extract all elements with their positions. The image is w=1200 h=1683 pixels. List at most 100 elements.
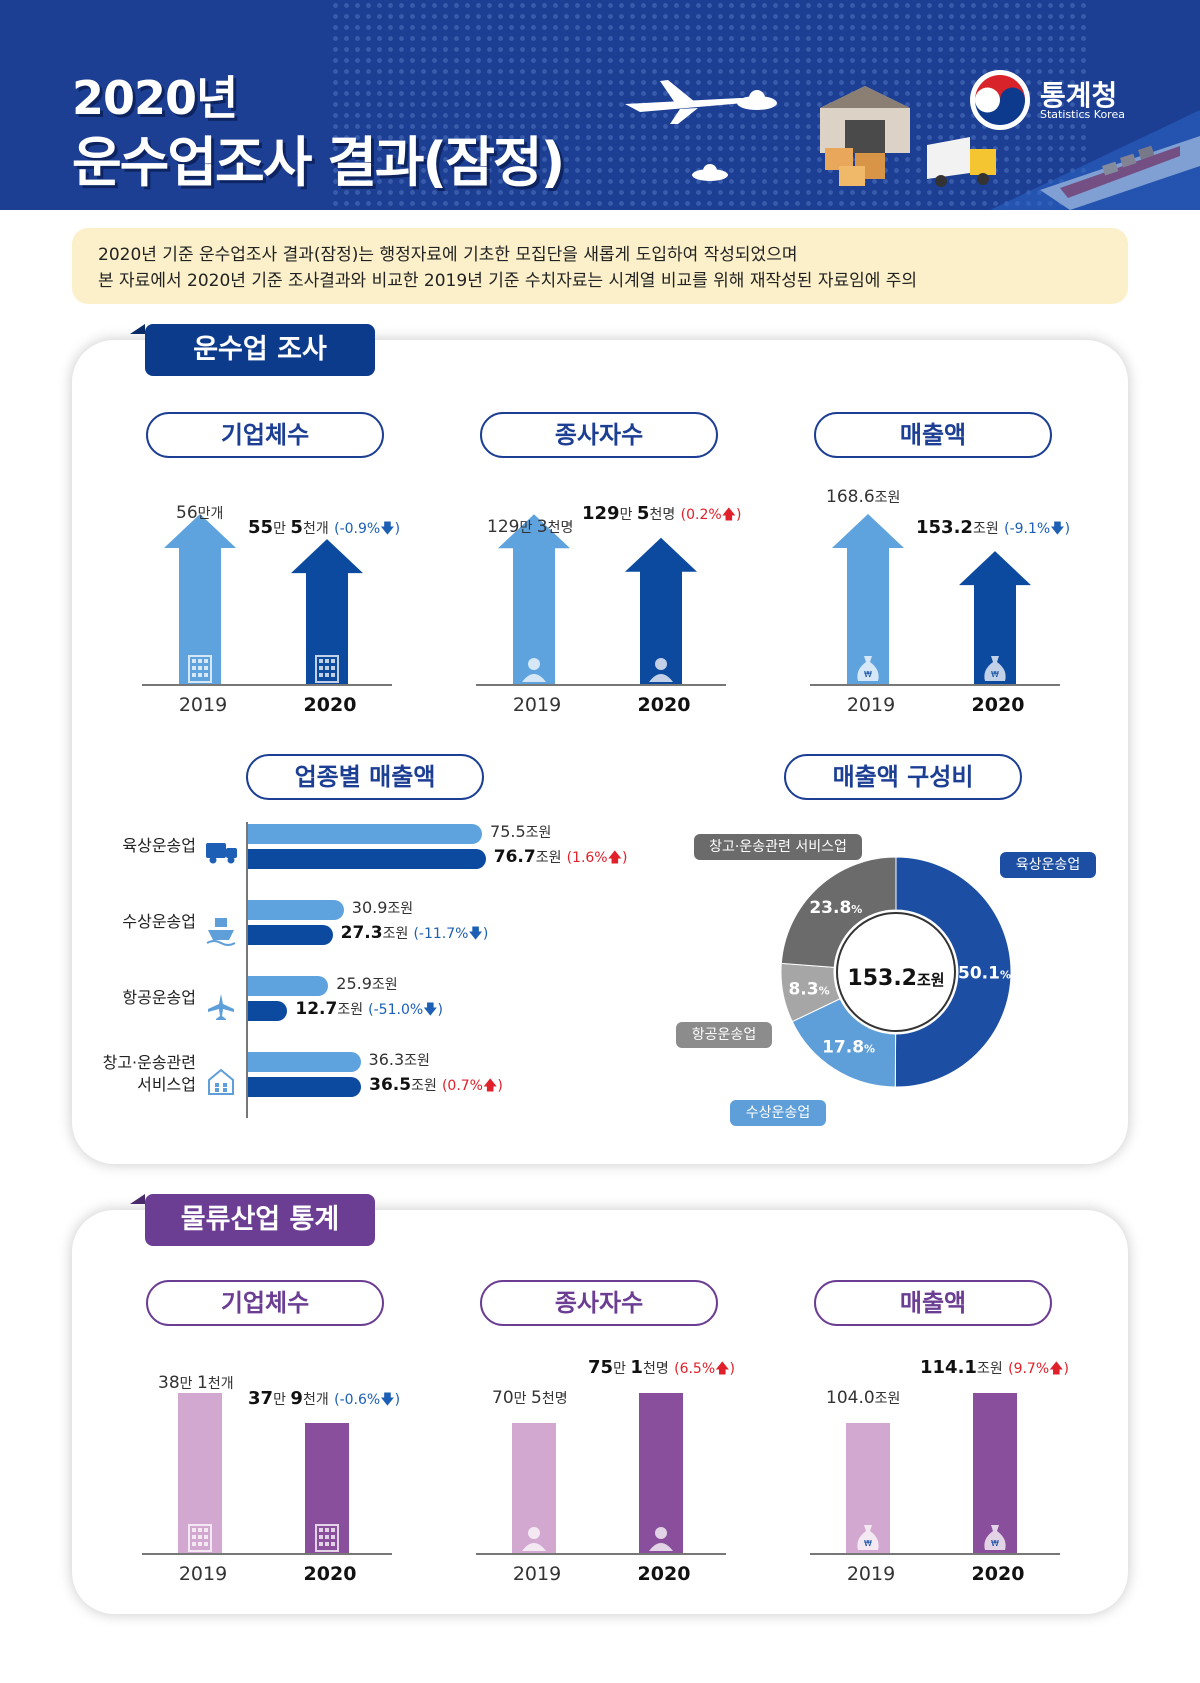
pill-employees: 종사자수 [480, 1280, 718, 1326]
truck-icon [206, 843, 237, 864]
donut-slice [894, 856, 1012, 1088]
year-label: 2020 [303, 694, 357, 716]
value-label: 104.0조원 [826, 1388, 901, 1408]
arrow-bar [832, 514, 904, 684]
slice-callout: 수상운송업 [730, 1100, 826, 1126]
axis-baseline [476, 1553, 726, 1555]
header-banner: 2020년 운수업조사 결과(잠정) 통계청 Statistics Korea [0, 0, 1200, 210]
year-label: 2020 [971, 694, 1025, 716]
notice-box: 2020년 기준 운수업조사 결과(잠정)는 행정자료에 기초한 모집단을 새롭… [72, 228, 1128, 304]
bar [639, 1393, 683, 1553]
hbar-axis [246, 822, 248, 1118]
sea-icon [990, 110, 1200, 210]
value-label: 168.6조원 [826, 487, 901, 507]
government-logo-icon [970, 70, 1030, 130]
value-label: 75만 1천명 (6.5%🡅) [588, 1357, 735, 1378]
page-title-year: 2020년 [72, 71, 238, 125]
arrow-bar [291, 539, 363, 684]
airplane-icon [208, 994, 234, 1020]
value-label: 129만 5천명 (0.2%🡅) [582, 503, 742, 524]
arrow-bar [625, 537, 697, 684]
slice-value-label: 50.1% [958, 963, 1011, 983]
slice-callout: 항공운송업 [676, 1022, 772, 1048]
money-bag-icon: ₩ [857, 1525, 879, 1550]
warehouse-icon [820, 86, 910, 186]
axis-baseline [810, 684, 1060, 686]
truck-icon [927, 137, 996, 187]
year-label: 2020 [637, 1563, 691, 1585]
building-icon [315, 655, 339, 683]
pill-sales-by-industry: 업종별 매출액 [246, 754, 484, 800]
cloud-icon [737, 90, 777, 110]
svg-text:₩: ₩ [991, 1539, 999, 1548]
slice-callout: 창고·운송관련 서비스업 [694, 834, 862, 860]
pill-sales: 매출액 [814, 1280, 1052, 1326]
axis-baseline [810, 1553, 1060, 1555]
logistics-tab-label: 물류산업 통계 [180, 1204, 340, 1235]
survey-tab: 운수업 조사 [145, 324, 375, 376]
bar [305, 1423, 349, 1553]
building-icon [188, 655, 212, 683]
pill-sales: 매출액 [814, 412, 1052, 458]
tab-fold [130, 1194, 145, 1204]
year-label: 2019 [512, 1563, 562, 1585]
survey-tab-label: 운수업 조사 [193, 334, 327, 365]
warehouse-icon [208, 1068, 234, 1095]
value-label: 129만 3천명 [487, 517, 574, 537]
ship-icon [206, 918, 236, 946]
svg-text:₩: ₩ [864, 1539, 872, 1548]
building-icon [315, 1524, 339, 1552]
svg-text:₩: ₩ [991, 670, 999, 679]
money-bag-icon: ₩ [857, 656, 879, 681]
person-icon [649, 1527, 673, 1551]
arrow-bar [498, 514, 570, 684]
money-bag-icon: ₩ [984, 656, 1006, 681]
axis-baseline [142, 1553, 392, 1555]
pill-firms: 기업체수 [146, 412, 384, 458]
axis-baseline [476, 684, 726, 686]
svg-text:₩: ₩ [864, 670, 872, 679]
donut-chart: 50.1% 17.8% 8.3% 23.8% [780, 856, 1012, 1088]
person-icon [649, 658, 673, 682]
slice-value-label: 17.8% [822, 1038, 875, 1058]
value-label: 114.1조원 (9.7%🡅) [920, 1357, 1069, 1378]
value-label: 38만 1천개 [158, 1373, 234, 1393]
notice-line: 본 자료에서 2020년 기준 조사결과와 비교한 2019년 기준 수치자료는… [98, 271, 918, 291]
donut-slice [780, 856, 897, 968]
year-label: 2019 [846, 1563, 896, 1585]
year-label: 2019 [846, 694, 896, 716]
person-icon [522, 1527, 546, 1551]
pill-sales-composition: 매출액 구성비 [784, 754, 1022, 800]
slice-callout: 육상운송업 [1000, 852, 1096, 878]
logistics-tab: 물류산업 통계 [145, 1194, 375, 1246]
person-icon [522, 658, 546, 682]
year-label: 2020 [303, 1563, 357, 1585]
value-label: 70만 5천명 [492, 1388, 568, 1408]
axis-baseline [142, 684, 392, 686]
tab-fold [130, 324, 145, 334]
airplane-icon [625, 80, 746, 124]
logistics-panel [72, 1210, 1128, 1614]
arrow-bar [164, 514, 236, 684]
money-bag-icon: ₩ [984, 1525, 1006, 1550]
page-title: 운수업조사 결과(잠정) [72, 131, 565, 194]
slice-value-label: 8.3% [788, 979, 829, 999]
pill-firms: 기업체수 [146, 1280, 384, 1326]
year-label: 2019 [178, 694, 228, 716]
cloud-icon [692, 164, 728, 181]
year-label: 2020 [971, 1563, 1025, 1585]
value-label: 153.2조원 (-9.1%🡇) [916, 517, 1071, 538]
notice-line: 2020년 기준 운수업조사 결과(잠정)는 행정자료에 기초한 모집단을 새롭… [98, 245, 798, 265]
value-label: 55만 5천개 (-0.9%🡇) [248, 517, 401, 538]
logo-subtitle: Statistics Korea [1040, 108, 1125, 121]
value-label: 56만개 [176, 503, 224, 523]
year-label: 2019 [512, 694, 562, 716]
value-label: 37만 9천개 (-0.6%🡇) [248, 1388, 401, 1409]
building-icon [188, 1524, 212, 1552]
arrow-bar [959, 551, 1031, 684]
donut-center-value: 153.2조원 [847, 966, 945, 991]
logo-name: 통계청 [1040, 79, 1118, 112]
pill-employees: 종사자수 [480, 412, 718, 458]
